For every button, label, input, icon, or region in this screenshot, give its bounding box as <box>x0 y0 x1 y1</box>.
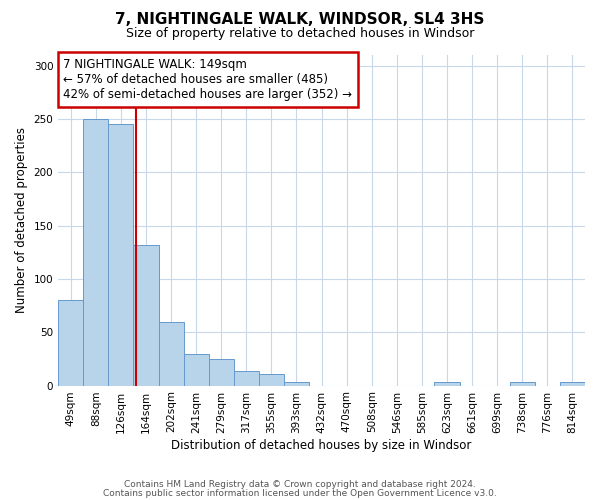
Text: Size of property relative to detached houses in Windsor: Size of property relative to detached ho… <box>126 28 474 40</box>
Bar <box>133 245 158 386</box>
Bar <box>58 300 83 386</box>
Bar <box>510 382 535 386</box>
Bar <box>259 374 284 386</box>
Bar <box>234 370 259 386</box>
Bar <box>158 322 184 386</box>
X-axis label: Distribution of detached houses by size in Windsor: Distribution of detached houses by size … <box>172 440 472 452</box>
Y-axis label: Number of detached properties: Number of detached properties <box>15 128 28 314</box>
Text: Contains public sector information licensed under the Open Government Licence v3: Contains public sector information licen… <box>103 488 497 498</box>
Text: 7 NIGHTINGALE WALK: 149sqm
← 57% of detached houses are smaller (485)
42% of sem: 7 NIGHTINGALE WALK: 149sqm ← 57% of deta… <box>64 58 352 102</box>
Bar <box>83 119 109 386</box>
Bar <box>434 382 460 386</box>
Bar <box>209 359 234 386</box>
Bar <box>109 124 133 386</box>
Bar <box>284 382 309 386</box>
Bar <box>184 354 209 386</box>
Bar <box>560 382 585 386</box>
Text: Contains HM Land Registry data © Crown copyright and database right 2024.: Contains HM Land Registry data © Crown c… <box>124 480 476 489</box>
Text: 7, NIGHTINGALE WALK, WINDSOR, SL4 3HS: 7, NIGHTINGALE WALK, WINDSOR, SL4 3HS <box>115 12 485 28</box>
